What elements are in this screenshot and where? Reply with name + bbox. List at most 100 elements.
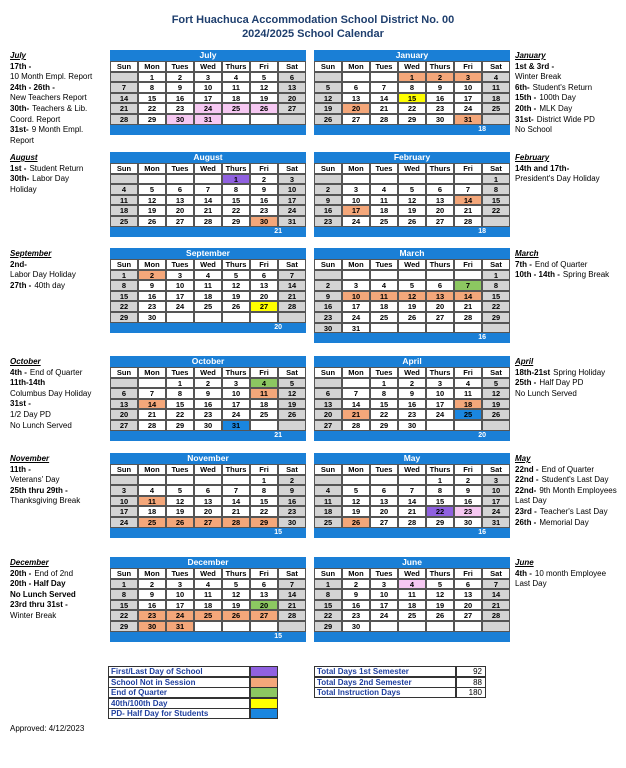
note-lead: 14th and 17th- [515, 163, 570, 173]
weekday-header: Sat [278, 61, 306, 72]
note-line: Last Day [515, 579, 606, 590]
day-cell: 15 [166, 398, 194, 410]
day-cell: 31 [278, 216, 306, 227]
day-cell: 20 [194, 506, 222, 517]
weekday-header: Sat [482, 464, 510, 475]
day-cell: 14 [138, 398, 166, 410]
month-total: 20 [314, 430, 510, 441]
day-cell: 11 [194, 280, 222, 291]
note-line: No Lunch Served [10, 421, 91, 432]
day-cell [370, 474, 398, 486]
day-cell [138, 377, 166, 389]
day-cell: 5 [222, 578, 250, 590]
day-cell: 22 [314, 610, 342, 621]
note-lead: 30th- [10, 103, 30, 113]
day-cell: 26 [398, 312, 426, 323]
weekday-header: Mon [342, 568, 370, 579]
note-lead: 31st - [10, 399, 31, 409]
day-cell: 24 [222, 409, 250, 420]
weekday-header: Sun [110, 568, 138, 579]
day-cell: 12 [482, 388, 510, 399]
note-text: Spring Break [562, 270, 610, 280]
note-line: Winter Break [10, 611, 79, 622]
month-header: July [110, 50, 306, 61]
day-cell: 31 [222, 420, 250, 431]
note-line: No School [515, 125, 595, 136]
day-cell: 7 [398, 485, 426, 496]
weekday-header: Fri [454, 568, 482, 579]
note-text: Student Return [29, 163, 84, 173]
day-cell: 1 [222, 173, 250, 185]
day-cell: 23 [426, 103, 454, 114]
note-lead: 22nd - [515, 464, 539, 474]
day-cell: 19 [314, 103, 342, 114]
weekday-header: Tues [166, 259, 194, 270]
note-line: 31st - [10, 399, 91, 410]
day-cell: 13 [342, 92, 370, 104]
day-cell: 24 [166, 610, 194, 621]
day-cell: 1 [482, 269, 510, 281]
day-cell: 10 [222, 388, 250, 399]
day-cell: 16 [138, 599, 166, 611]
day-cell: 7 [278, 578, 306, 590]
note-text: 9 Month Empl. [31, 125, 84, 135]
month-header: February [314, 152, 510, 163]
day-cell: 18 [110, 205, 138, 216]
weekday-header: Wed [398, 163, 426, 174]
day-cell [250, 114, 278, 125]
day-cell: 31 [454, 114, 482, 125]
note-lead: 11th - [10, 464, 31, 474]
day-cell: 3 [194, 71, 222, 83]
day-cell: 19 [482, 398, 510, 410]
note-heading: November [10, 454, 50, 463]
day-cell: 22 [370, 409, 398, 420]
day-cell [454, 420, 482, 431]
day-cell: 27 [426, 312, 454, 323]
note-heading: December [10, 558, 49, 567]
day-cell [194, 621, 222, 632]
day-cell [454, 269, 482, 281]
weekday-header: Wed [194, 367, 222, 378]
day-cell: 4 [482, 71, 510, 83]
day-cell [138, 173, 166, 185]
day-cell: 18 [482, 92, 510, 104]
day-cell [370, 269, 398, 281]
day-cell: 9 [138, 280, 166, 291]
day-cell: 17 [222, 398, 250, 410]
day-cell: 1 [250, 474, 278, 486]
day-cell: 15 [482, 290, 510, 302]
notes: October 4th - End of Quarter 11th-14th Colum… [10, 357, 91, 431]
day-cell: 1 [398, 71, 426, 83]
note-line: 14th and 17th- [515, 164, 600, 175]
note-text: Labor Day [32, 174, 70, 184]
weekday-header: Mon [342, 464, 370, 475]
day-cell: 9 [166, 82, 194, 93]
note-lead: 20th - [10, 568, 32, 578]
day-cell [398, 322, 426, 334]
day-cell: 1 [426, 474, 454, 486]
day-cell [278, 420, 306, 431]
day-cell: 14 [222, 495, 250, 507]
day-cell: 8 [250, 485, 278, 496]
note-line: Thanksgiving Break [10, 496, 80, 507]
weekday-header: Tues [370, 568, 398, 579]
day-cell: 22 [110, 301, 138, 312]
day-cell: 21 [398, 506, 426, 517]
day-cell: 25 [314, 517, 342, 528]
month-header: September [110, 248, 306, 259]
weekday-header: Fri [454, 163, 482, 174]
note-lead: 17th - [10, 61, 32, 71]
note-lead: 20th - [515, 103, 537, 113]
day-cell: 21 [342, 409, 370, 420]
day-cell: 31 [166, 621, 194, 632]
weekday-header: Thurs [426, 367, 454, 378]
day-cell: 27 [194, 517, 222, 528]
day-cell: 12 [342, 495, 370, 507]
note-text: Student's Return [532, 82, 593, 92]
weekday-header: Sun [110, 464, 138, 475]
day-cell: 10 [370, 589, 398, 600]
month-header: April [314, 356, 510, 367]
day-cell: 15 [250, 495, 278, 507]
legend-label: End of Quarter [108, 687, 250, 698]
day-cell [370, 621, 398, 632]
